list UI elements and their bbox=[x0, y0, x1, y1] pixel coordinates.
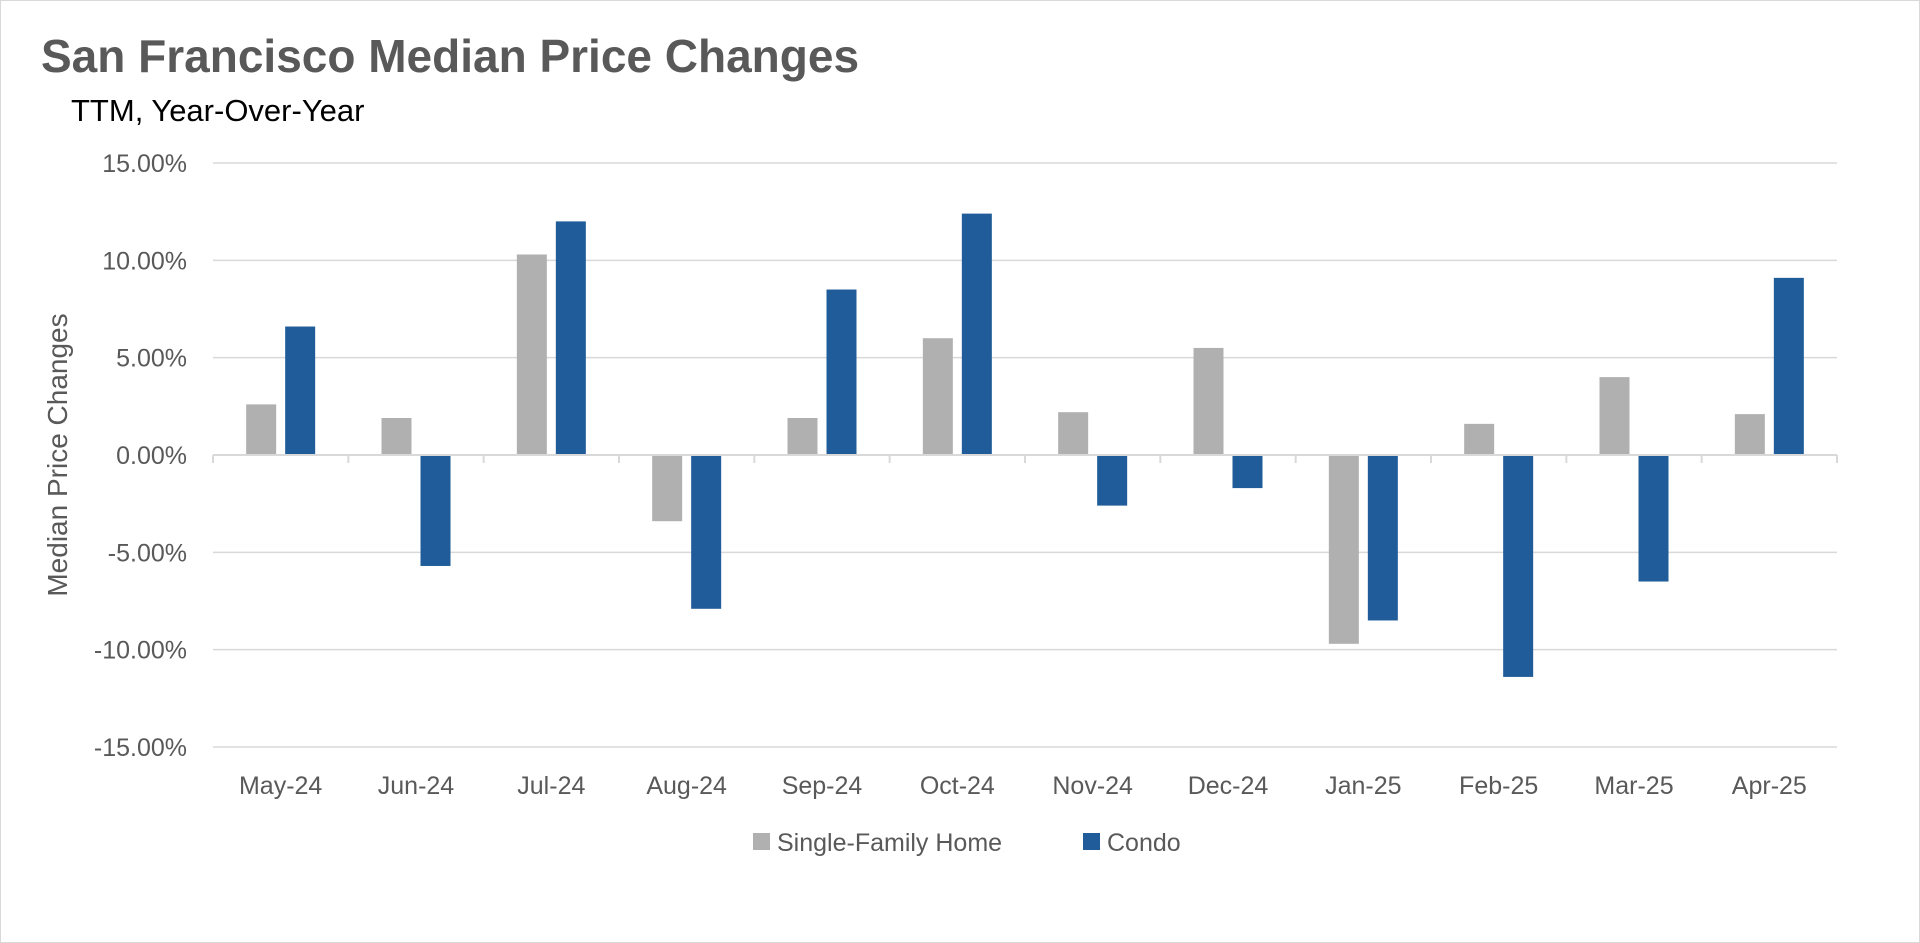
x-tick-label: Sep-24 bbox=[782, 772, 863, 800]
bar-single-family-dec-24 bbox=[1193, 347, 1224, 455]
y-tick-label: -5.00% bbox=[108, 539, 187, 567]
x-tick-label: Nov-24 bbox=[1052, 772, 1133, 800]
y-tick-label: -10.00% bbox=[94, 637, 187, 665]
y-axis-ticks: 15.00% 10.00% 5.00% 0.00% -5.00% -10.00% -15.0… bbox=[94, 150, 187, 762]
bar-single-family-oct-24 bbox=[922, 338, 953, 455]
x-tick-label: Mar-25 bbox=[1594, 772, 1673, 800]
bar-single-family-jun-24 bbox=[381, 418, 412, 455]
bar-condo-dec-24 bbox=[1232, 455, 1263, 489]
bar-condo-aug-24 bbox=[691, 455, 722, 609]
x-tick-label: Apr-25 bbox=[1732, 772, 1807, 800]
y-tick-label: 15.00% bbox=[102, 150, 187, 178]
bar-single-family-nov-24 bbox=[1058, 412, 1089, 455]
bar-single-family-may-24 bbox=[246, 404, 277, 455]
bar-single-family-sep-24 bbox=[787, 418, 818, 455]
y-tick-label: 10.00% bbox=[102, 247, 187, 275]
x-tick-label: Oct-24 bbox=[920, 772, 995, 800]
chart-title: San Francisco Median Price Changes bbox=[41, 30, 860, 82]
y-axis-title: Median Price Changes bbox=[42, 313, 73, 596]
legend-label: Condo bbox=[1107, 829, 1181, 857]
legend-label: Single-Family Home bbox=[777, 829, 1002, 857]
x-tick-label: Jun-24 bbox=[378, 772, 455, 800]
chart-subtitle: TTM, Year-Over-Year bbox=[71, 93, 365, 128]
bar-condo-jun-24 bbox=[420, 455, 451, 566]
bar-condo-feb-25 bbox=[1503, 455, 1534, 677]
x-tick-label: Feb-25 bbox=[1459, 772, 1538, 800]
y-tick-label: 5.00% bbox=[116, 345, 187, 373]
bar-single-family-feb-25 bbox=[1464, 423, 1495, 455]
gridlines bbox=[213, 162, 1837, 748]
bar-condo-mar-25 bbox=[1638, 455, 1669, 582]
x-tick-label: Dec-24 bbox=[1188, 772, 1269, 800]
bar-single-family-mar-25 bbox=[1599, 377, 1630, 455]
bar-condo-may-24 bbox=[285, 326, 316, 455]
bar-single-family-apr-25 bbox=[1734, 414, 1765, 455]
x-tick-label: Jan-25 bbox=[1325, 772, 1401, 800]
x-tick-label: May-24 bbox=[239, 772, 322, 800]
legend-swatch bbox=[1083, 833, 1100, 850]
bar-condo-jul-24 bbox=[555, 221, 586, 455]
bar-condo-sep-24 bbox=[826, 289, 857, 455]
bar-single-family-jul-24 bbox=[516, 254, 547, 455]
bar-condo-jan-25 bbox=[1367, 455, 1398, 621]
bars bbox=[246, 213, 1804, 677]
x-axis-ticks: May-24 Jun-24 Jul-24 Aug-24 Sep-24 Oct-24 Nov-… bbox=[239, 772, 1807, 800]
x-tick-label: Aug-24 bbox=[646, 772, 727, 800]
y-tick-label: -15.00% bbox=[94, 734, 187, 762]
legend: Single-Family Home Condo bbox=[753, 829, 1181, 857]
x-axis bbox=[212, 454, 1838, 463]
x-tick-label: Jul-24 bbox=[517, 772, 585, 800]
bar-condo-oct-24 bbox=[961, 213, 992, 455]
bar-single-family-aug-24 bbox=[652, 455, 683, 522]
legend-swatch bbox=[753, 833, 770, 850]
bar-condo-nov-24 bbox=[1097, 455, 1128, 506]
bar-condo-apr-25 bbox=[1773, 277, 1804, 455]
y-tick-label: 0.00% bbox=[116, 442, 187, 470]
bar-single-family-jan-25 bbox=[1328, 455, 1359, 644]
